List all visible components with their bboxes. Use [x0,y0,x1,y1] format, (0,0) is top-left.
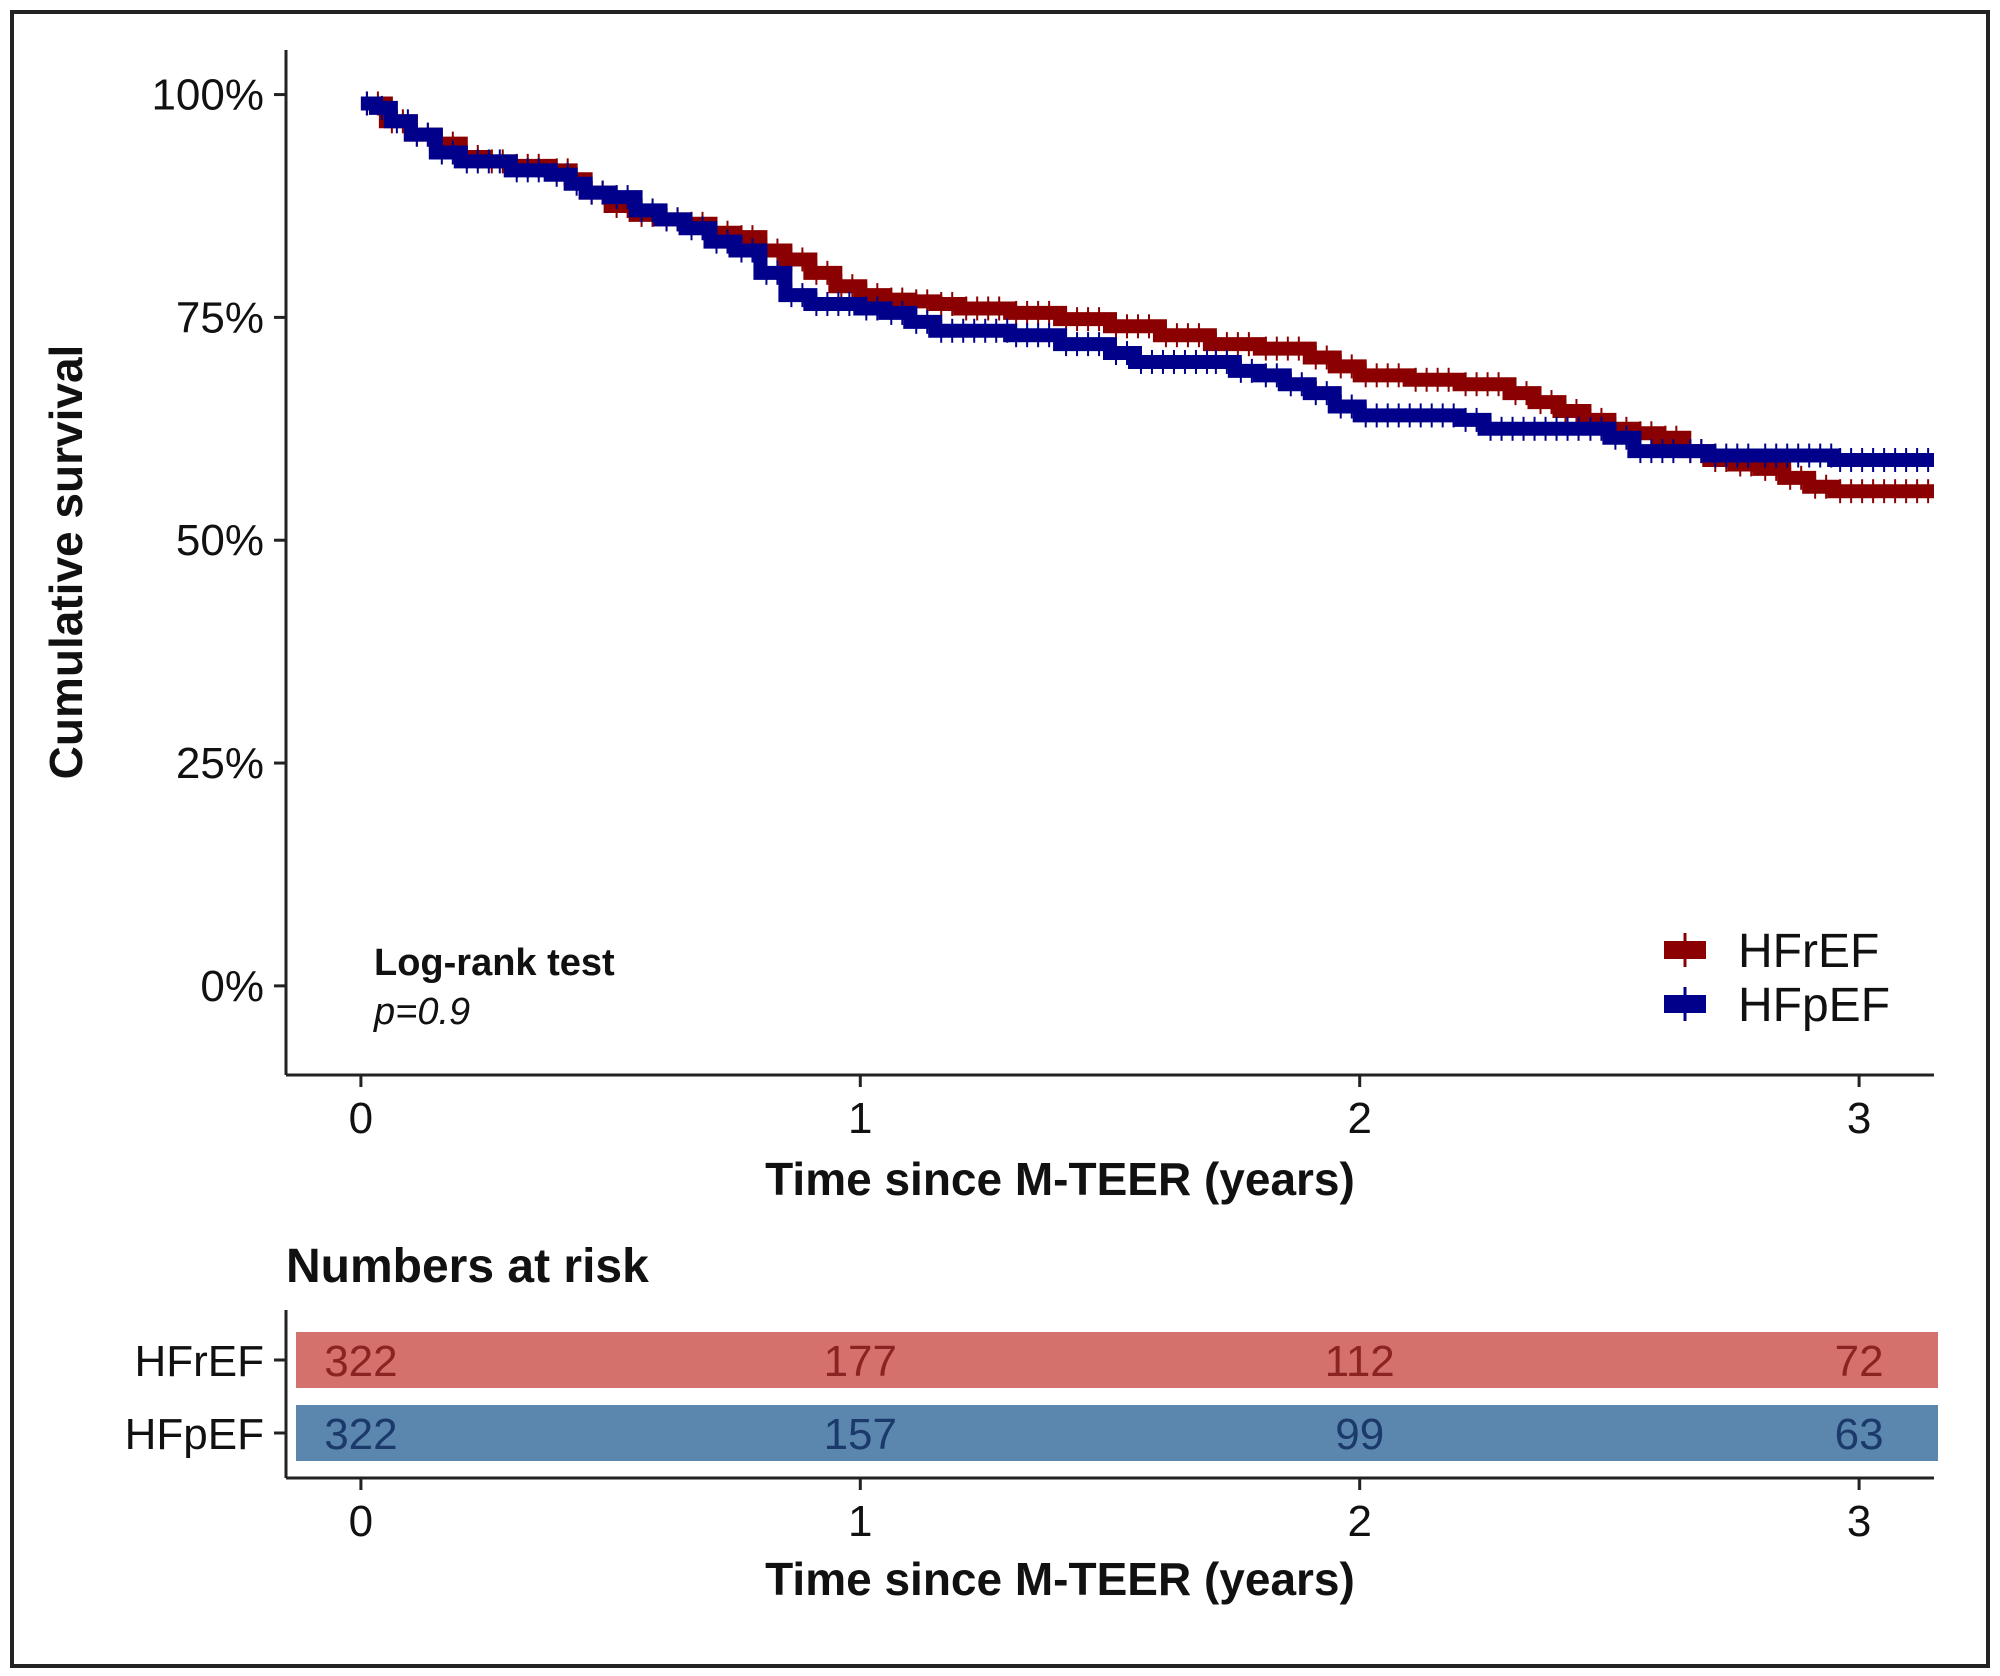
risk-x-tick-label: 1 [848,1497,872,1546]
risk-x-ticks: 0 1 2 3 [349,1478,1871,1546]
survival-curve-hfpef [360,96,1934,467]
risk-count: 72 [1835,1337,1884,1386]
risk-count: 63 [1835,1410,1884,1459]
survival-curves [360,91,1934,504]
x-ticks: 0 1 2 3 [349,1075,1871,1143]
risk-rows: HFrEF 322 177 112 72 HFpEF 322 157 99 63 [125,1332,1938,1461]
risk-table-title: Numbers at risk [286,1240,649,1293]
risk-count: 99 [1335,1410,1384,1459]
risk-count: 177 [824,1337,897,1386]
legend: HFrEF HFpEF [1664,925,1890,1032]
risk-count: 322 [324,1410,397,1459]
y-axis-title: Cumulative survival [40,345,92,780]
legend-label-hfref: HFrEF [1738,925,1879,978]
risk-x-axis-title: Time since M-TEER (years) [765,1553,1355,1605]
risk-row-label-hfref: HFrEF [134,1337,264,1386]
y-tick-label: 100% [151,71,264,120]
y-tick-label: 0% [200,962,264,1011]
survival-curve-hfref [360,96,1934,499]
risk-count: 157 [824,1410,897,1459]
risk-row-band-hfref [296,1332,1938,1388]
figure-frame [10,10,1990,1668]
x-axis-title: Time since M-TEER (years) [765,1153,1355,1205]
risk-count: 112 [1325,1337,1395,1386]
x-tick-label: 0 [349,1094,373,1143]
risk-x-tick-label: 2 [1347,1497,1371,1546]
y-tick-label: 75% [176,293,264,342]
y-tick-label: 25% [176,739,264,788]
x-tick-label: 3 [1847,1094,1871,1143]
risk-x-tick-label: 0 [349,1497,373,1546]
x-tick-label: 2 [1347,1094,1371,1143]
risk-row-band-hfpef [296,1405,1938,1461]
x-tick-label: 1 [848,1094,872,1143]
censor-marks-hfpef [365,91,1930,472]
y-tick-label: 50% [176,516,264,565]
log-rank-label: Log-rank test [374,942,615,984]
risk-row-label-hfpef: HFpEF [125,1410,264,1459]
risk-x-tick-label: 3 [1847,1497,1871,1546]
censor-marks-hfref [365,91,1930,504]
legend-label-hfpef: HFpEF [1738,979,1890,1032]
y-ticks: 0% 25% 50% 75% 100% [151,71,286,1011]
p-value-label: p=0.9 [373,991,470,1033]
risk-count: 322 [324,1337,397,1386]
